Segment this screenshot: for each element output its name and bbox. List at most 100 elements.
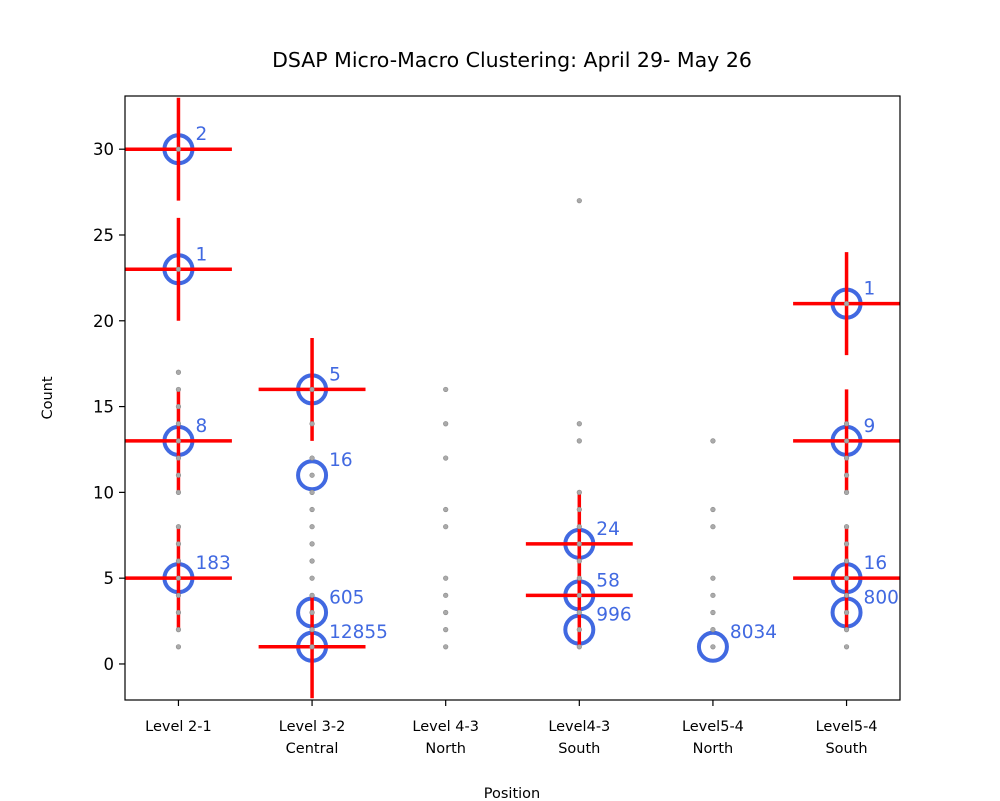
cluster-size-label: 8034 xyxy=(730,622,777,643)
cluster-size-label: 9 xyxy=(864,416,876,437)
data-point xyxy=(175,541,182,547)
x-tick-label: Level 4-3 North xyxy=(412,719,479,757)
data-point xyxy=(710,627,716,633)
cluster-size-label: 605 xyxy=(329,587,364,608)
data-point xyxy=(843,455,850,461)
plot-frame xyxy=(124,95,901,701)
data-point xyxy=(309,575,315,581)
y-tick-label: 0 xyxy=(104,655,115,674)
data-point xyxy=(576,644,582,650)
cluster-size-label: 1 xyxy=(864,279,876,300)
data-point xyxy=(710,575,716,581)
data-point xyxy=(443,506,449,513)
cluster-size-label: 800 xyxy=(864,587,899,608)
y-tick-label: 20 xyxy=(93,312,114,331)
data-point xyxy=(175,146,182,152)
data-point xyxy=(309,609,315,616)
data-point xyxy=(175,644,182,650)
data-point xyxy=(309,421,315,427)
data-point xyxy=(576,524,582,530)
data-point xyxy=(843,575,850,581)
data-point xyxy=(309,644,315,650)
data-point xyxy=(175,558,182,564)
data-point xyxy=(576,489,582,495)
data-point xyxy=(576,592,582,598)
data-point xyxy=(443,592,449,598)
data-point xyxy=(576,438,582,444)
data-point xyxy=(843,592,850,598)
x-tick-label: Level5-4 South xyxy=(815,719,878,757)
data-point xyxy=(309,472,315,478)
x-axis-label: Position xyxy=(484,786,540,801)
data-point xyxy=(443,421,449,427)
data-point xyxy=(443,575,449,581)
data-point xyxy=(843,644,850,650)
data-point xyxy=(175,403,182,410)
data-point xyxy=(710,524,716,530)
data-point xyxy=(576,575,582,581)
data-point xyxy=(175,421,182,427)
data-point xyxy=(843,627,850,633)
cluster-size-label: 12855 xyxy=(329,622,388,643)
data-point xyxy=(576,609,582,616)
cluster-size-label: 16 xyxy=(864,553,888,574)
cluster-size-label: 16 xyxy=(329,450,353,471)
x-tick-label: Level5-4 North xyxy=(681,719,744,757)
data-point xyxy=(175,575,182,581)
data-point xyxy=(576,198,582,204)
y-tick-label: 5 xyxy=(104,569,115,588)
data-point xyxy=(710,506,716,513)
data-point xyxy=(843,301,850,307)
data-point xyxy=(175,524,182,530)
data-point xyxy=(843,541,850,547)
plot-area xyxy=(125,97,900,699)
data-point xyxy=(843,489,850,495)
data-point xyxy=(175,266,182,272)
data-point xyxy=(710,438,716,444)
data-point xyxy=(843,524,850,530)
cluster-size-label: 996 xyxy=(596,605,631,626)
y-tick-label: 25 xyxy=(93,226,114,245)
data-point xyxy=(576,541,582,547)
cluster-size-label: 24 xyxy=(596,519,620,540)
x-tick-label: Level 3-2 Central xyxy=(278,719,346,757)
data-point xyxy=(309,627,315,633)
data-point xyxy=(576,627,582,633)
data-point xyxy=(843,609,850,616)
data-point xyxy=(175,386,182,393)
data-point xyxy=(309,489,315,495)
data-point xyxy=(576,506,582,513)
y-tick-label: 15 xyxy=(93,398,114,417)
cluster-size-label: 5 xyxy=(329,364,341,385)
data-point xyxy=(175,489,182,495)
cluster-marker xyxy=(696,630,729,663)
data-point xyxy=(309,455,315,461)
y-tick-label: 30 xyxy=(93,140,114,159)
data-point xyxy=(443,386,449,393)
cluster-marker xyxy=(296,459,329,492)
data-point xyxy=(843,472,850,478)
x-tick-label: Level4-3 South xyxy=(548,719,611,757)
data-point xyxy=(443,609,449,616)
data-point xyxy=(843,438,850,444)
cluster-size-label: 58 xyxy=(596,570,620,591)
data-point xyxy=(309,386,315,393)
data-point xyxy=(443,455,449,461)
data-point xyxy=(309,558,315,564)
data-point xyxy=(443,524,449,530)
x-tick-label: Level 2-1 xyxy=(145,719,212,735)
data-point xyxy=(309,524,315,530)
data-point xyxy=(443,627,449,633)
data-point xyxy=(710,592,716,598)
data-point xyxy=(576,558,582,564)
data-point xyxy=(443,644,449,650)
data-point xyxy=(175,455,182,461)
y-tick-label: 10 xyxy=(93,483,114,502)
data-point xyxy=(576,421,582,427)
data-point xyxy=(309,541,315,547)
data-point xyxy=(175,472,182,478)
data-point xyxy=(309,506,315,513)
data-point xyxy=(175,438,182,444)
